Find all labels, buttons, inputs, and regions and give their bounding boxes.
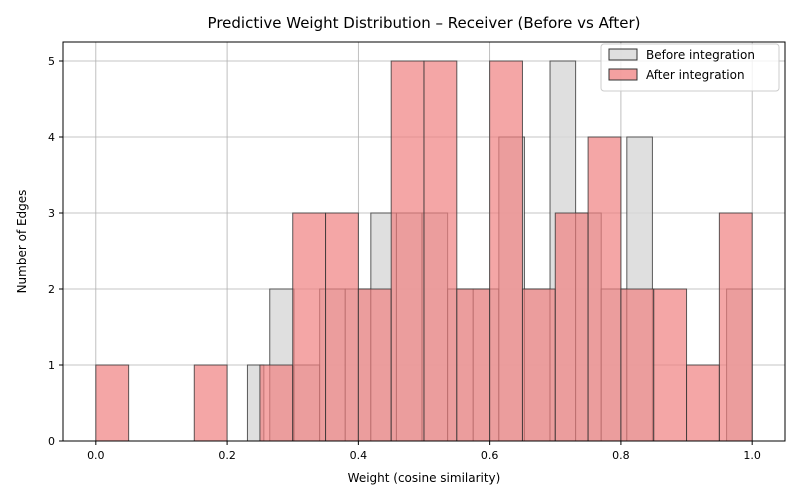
- x-tick-label: 0.6: [481, 449, 499, 462]
- y-tick-label: 4: [48, 131, 55, 144]
- legend-swatch-before: [608, 48, 638, 61]
- y-axis-label: Number of Edges: [15, 190, 29, 294]
- after-bar: [686, 364, 720, 442]
- legend-swatch-after: [608, 68, 638, 81]
- after-bar: [456, 288, 491, 442]
- after-bar: [95, 364, 130, 442]
- after-bar: [489, 60, 523, 442]
- y-tick-label: 2: [48, 283, 55, 296]
- after-bar: [357, 288, 392, 442]
- x-tick-label: 0.2: [218, 449, 236, 462]
- y-tick-label: 5: [48, 55, 55, 68]
- legend-box: [600, 43, 780, 92]
- after-bars: [95, 60, 753, 442]
- after-bar: [653, 288, 688, 442]
- legend: Before integration After integration: [600, 43, 780, 92]
- after-bar: [423, 60, 458, 442]
- y-tick-label: 0: [48, 435, 55, 448]
- x-tick-label: 0.4: [350, 449, 368, 462]
- y-tick-label: 3: [48, 207, 55, 220]
- after-bar: [390, 60, 425, 442]
- chart-title: Predictive Weight Distribution – Receive…: [208, 14, 641, 32]
- x-tick-label: 1.0: [743, 449, 761, 462]
- after-bar: [620, 288, 655, 442]
- x-axis-label: Weight (cosine similarity): [348, 471, 501, 485]
- after-bar: [587, 136, 622, 442]
- axis-ticks: 0.0 0.2 0.4 0.6 0.8 1.0 0 1 2 3 4 5: [48, 55, 761, 462]
- x-tick-label: 0.8: [612, 449, 630, 462]
- after-bar: [292, 212, 327, 442]
- after-bar: [259, 364, 294, 442]
- x-tick-label: 0.0: [87, 449, 105, 462]
- after-bar: [521, 288, 556, 442]
- legend-label-before: Before integration: [646, 48, 755, 62]
- y-tick-label: 1: [48, 359, 55, 372]
- legend-label-after: After integration: [646, 68, 745, 82]
- plot-frame: [62, 41, 786, 442]
- after-bar: [554, 212, 589, 442]
- after-bar: [193, 364, 228, 442]
- after-bar: [325, 212, 359, 442]
- after-bar: [718, 212, 753, 442]
